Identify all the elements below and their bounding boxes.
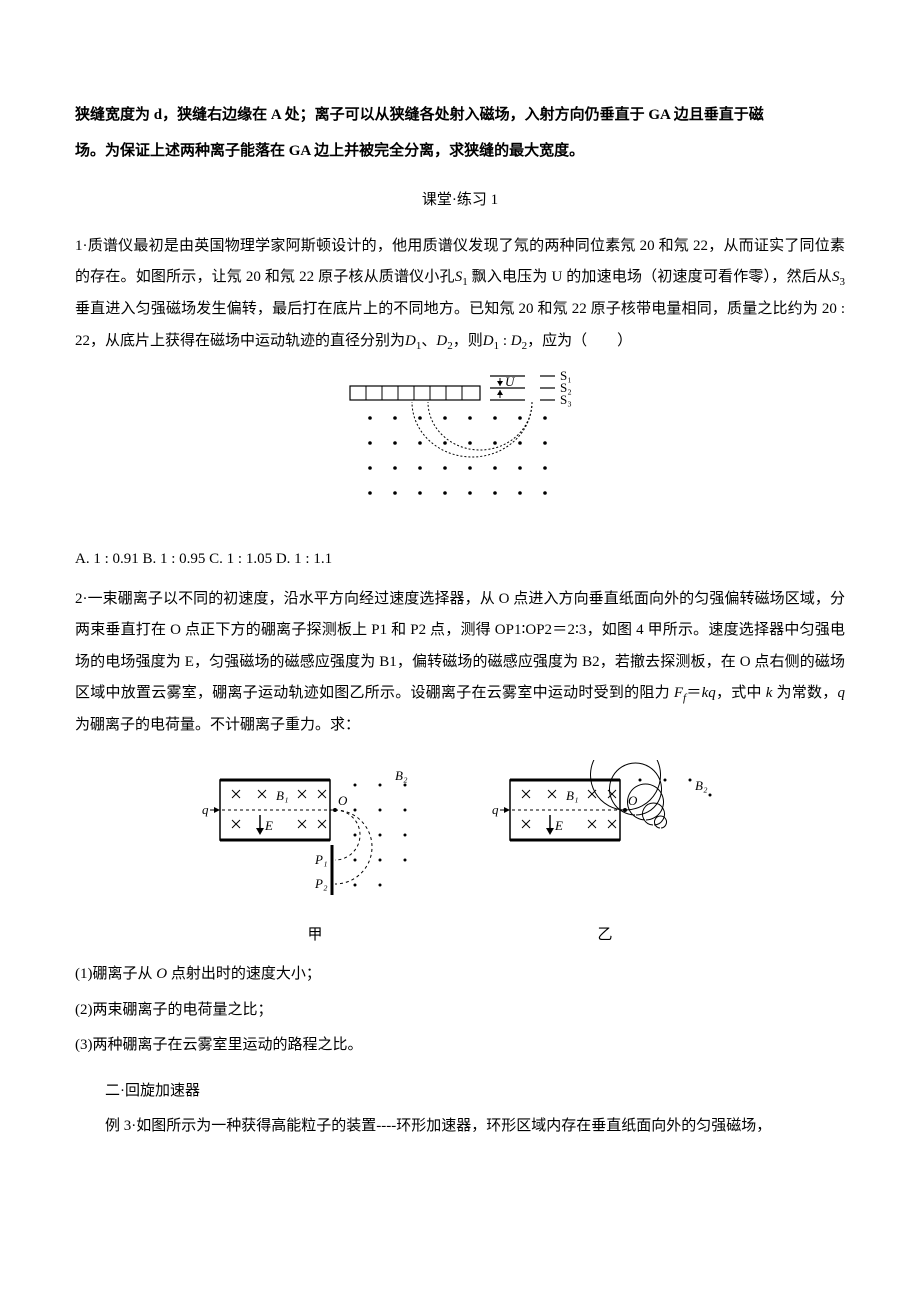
q2-eq: ＝ <box>686 685 702 701</box>
intro-line-2: 场。为保证上述两种离子能落在 GA 边上并被完全分离，求狭缝的最大宽度。 <box>75 136 845 168</box>
fig2a-E: E <box>264 818 273 833</box>
q2-mid2: 为常数， <box>772 685 837 701</box>
fig2a-P2: P₂ <box>314 876 328 891</box>
q2-svg-yi: E B₁ q O B₂ <box>490 760 720 910</box>
q2-fig-yi: E B₁ q O B₂ 乙 <box>490 760 720 952</box>
q1-mid4: ，则 <box>453 333 483 349</box>
q2-sub1-post: 点射出时的速度大小； <box>167 966 321 982</box>
q1-figure: U S₁ S₂ S₃ <box>75 368 845 531</box>
fig1-S3: S₃ <box>560 392 572 407</box>
q1-text: 1·质谱仪最初是由英国物理学家阿斯顿设计的，他用质谱仪发现了氖的两种同位素氖 2… <box>75 231 845 358</box>
fig2a-P1: P₁ <box>314 852 327 867</box>
fig2a-O: O <box>338 793 348 808</box>
q2-sub3: (3)两种硼离子在云雾室里运动的路程之比。 <box>75 1030 845 1062</box>
q1-d1b: D <box>483 333 494 349</box>
q1-sep1: 、 <box>421 333 436 349</box>
q1-svg: U S₁ S₂ S₃ <box>330 368 590 518</box>
q1-options: A. 1 : 0.91 B. 1 : 0.95 C. 1 : 1.05 D. 1… <box>75 544 845 576</box>
q1-mid3: ，从底片上获得在磁场中运动轨迹的直径分别为 <box>90 333 405 349</box>
fig2a-B2: B₂ <box>395 768 408 783</box>
q2-qvar: q <box>837 685 845 701</box>
q2-sub2: (2)两束硼离子的电荷量之比； <box>75 995 845 1027</box>
q1-d1: D <box>405 333 416 349</box>
q2-mid: ，式中 <box>716 685 766 701</box>
fig-label-jia: 甲 <box>307 920 322 952</box>
q2-sub1-pre: (1)硼离子从 <box>75 966 156 982</box>
q2-svg-jia: E B₁ q O B₂ P₁ P₂ <box>200 760 430 910</box>
q2-tail: 为硼离子的电荷量。不计硼离子重力。求： <box>75 717 360 733</box>
q1-colon: : <box>499 333 511 349</box>
q1-d2: D <box>436 333 447 349</box>
fig1-U: U <box>505 374 516 389</box>
q2-fig-jia: E B₁ q O B₂ P₁ P₂ 甲 <box>200 760 430 952</box>
section-title: 课堂·练习 1 <box>75 185 845 217</box>
q1-d2b: D <box>511 333 522 349</box>
section2-example: 例 3·如图所示为一种获得高能粒子的装置----环形加速器，环形区域内存在垂直纸… <box>75 1111 845 1143</box>
section2-title: 二·回旋加速器 <box>75 1076 845 1108</box>
q2-k: kq <box>702 685 716 701</box>
fig2a-B1: B₁ <box>276 788 288 803</box>
fig2b-B1: B₁ <box>566 788 578 803</box>
q2-text: 2·一束硼离子以不同的初速度，沿水平方向经过速度选择器，从 O 点进入方向垂直纸… <box>75 584 845 742</box>
q2-sub1-O: O <box>156 966 167 982</box>
fig2b-O: O <box>628 793 638 808</box>
fig2a-q: q <box>202 802 209 817</box>
q2-ff: F <box>674 685 683 701</box>
fig2b-q: q <box>492 802 499 817</box>
intro-line-1: 狭缝宽度为 d，狭缝右边缘在 A 处；离子可以从狭缝各处射入磁场，入射方向仍垂直… <box>75 100 845 132</box>
q1-mid1: 飘入电压为 U 的加速电场（初速度可看作零），然后从 <box>468 269 832 285</box>
fig2b-E: E <box>554 818 563 833</box>
q1-s3sub: 3 <box>839 276 845 288</box>
q1-tail: ，应为（ ） <box>527 333 632 349</box>
fig-label-yi: 乙 <box>597 920 612 952</box>
q1-mid2: 垂直进入匀强磁场发生偏转，最后打在底片上的不同地方。已知氖 20 和氖 22 原… <box>75 301 822 317</box>
q2-sub1: (1)硼离子从 O 点射出时的速度大小； <box>75 959 845 991</box>
fig2b-B2: B₂ <box>695 778 708 793</box>
q2-figures: E B₁ q O B₂ P₁ P₂ 甲 <box>75 760 845 952</box>
